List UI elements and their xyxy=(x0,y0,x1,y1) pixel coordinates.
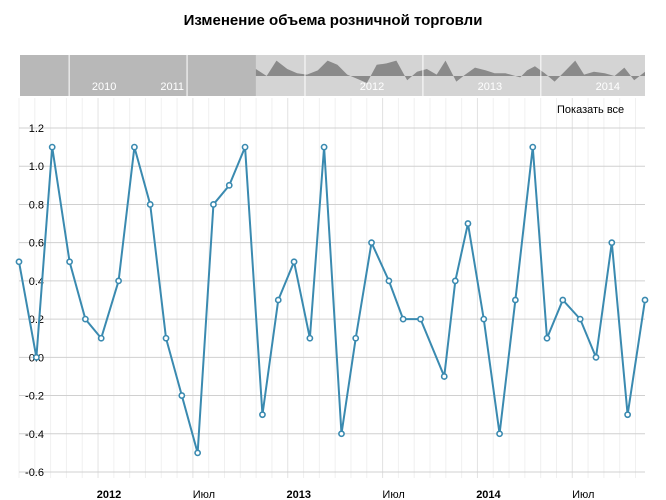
data-point xyxy=(559,296,567,304)
data-point xyxy=(15,258,23,266)
data-point xyxy=(624,411,632,419)
data-point xyxy=(210,201,217,208)
x-tick-label: Июл xyxy=(572,489,594,500)
chart-title: Изменение объема розничной торговли xyxy=(183,12,483,29)
data-point xyxy=(480,315,488,323)
data-point xyxy=(352,334,360,342)
x-tick-label: 2014 xyxy=(476,489,501,500)
x-tick-label: Июл xyxy=(382,489,404,500)
data-point xyxy=(543,334,551,342)
data-point xyxy=(66,258,73,266)
data-point xyxy=(48,143,56,151)
data-point xyxy=(130,143,138,151)
data-point xyxy=(194,449,202,457)
data-point xyxy=(592,353,600,361)
data-point xyxy=(511,296,519,304)
x-tick-label: 2012 xyxy=(97,489,121,500)
y-tick-label: -0.6 xyxy=(25,467,44,479)
data-point xyxy=(320,143,328,151)
data-point xyxy=(81,315,89,323)
data-point xyxy=(274,296,282,304)
show-all-button[interactable]: Показать все xyxy=(557,104,625,116)
data-point xyxy=(368,239,375,247)
y-tick-label: -0.2 xyxy=(25,391,44,403)
data-point xyxy=(440,373,448,380)
data-point xyxy=(259,411,266,419)
navigator-label: 2011 xyxy=(160,81,184,93)
data-point xyxy=(306,334,314,342)
y-tick-label: 1.2 xyxy=(29,123,44,135)
data-point xyxy=(162,334,170,342)
navigator-label: 2014 xyxy=(596,81,620,93)
data-point xyxy=(241,143,249,151)
data-point xyxy=(385,277,393,285)
data-point xyxy=(225,181,233,189)
data-point xyxy=(32,353,40,361)
data-point xyxy=(496,430,503,438)
data-point xyxy=(608,239,616,247)
data-point xyxy=(529,143,537,151)
data-point xyxy=(290,258,298,266)
data-point xyxy=(115,277,122,285)
data-point xyxy=(451,277,459,285)
y-tick-label: -0.4 xyxy=(25,429,44,441)
data-point xyxy=(576,315,584,323)
y-tick-label: 0.6 xyxy=(29,238,44,250)
series-line xyxy=(18,146,646,454)
x-tick-label: 2013 xyxy=(286,489,310,500)
y-tick-label: 0.4 xyxy=(29,276,44,288)
navigator-label: 2013 xyxy=(478,81,502,93)
data-point xyxy=(464,220,472,227)
y-tick-label: 1.0 xyxy=(29,161,44,173)
data-point xyxy=(338,430,345,438)
x-tick-label: Июл xyxy=(193,489,215,500)
data-point xyxy=(146,201,154,208)
navigator-label: 2010 xyxy=(92,81,116,93)
data-point xyxy=(641,296,649,304)
data-point xyxy=(399,315,407,323)
navigator-series xyxy=(255,60,645,83)
data-point xyxy=(97,334,105,342)
data-point xyxy=(417,315,424,323)
navigator-mask xyxy=(20,55,256,96)
y-tick-label: 0.8 xyxy=(29,199,44,211)
data-point xyxy=(178,392,186,399)
navigator-label: 2012 xyxy=(360,81,384,93)
